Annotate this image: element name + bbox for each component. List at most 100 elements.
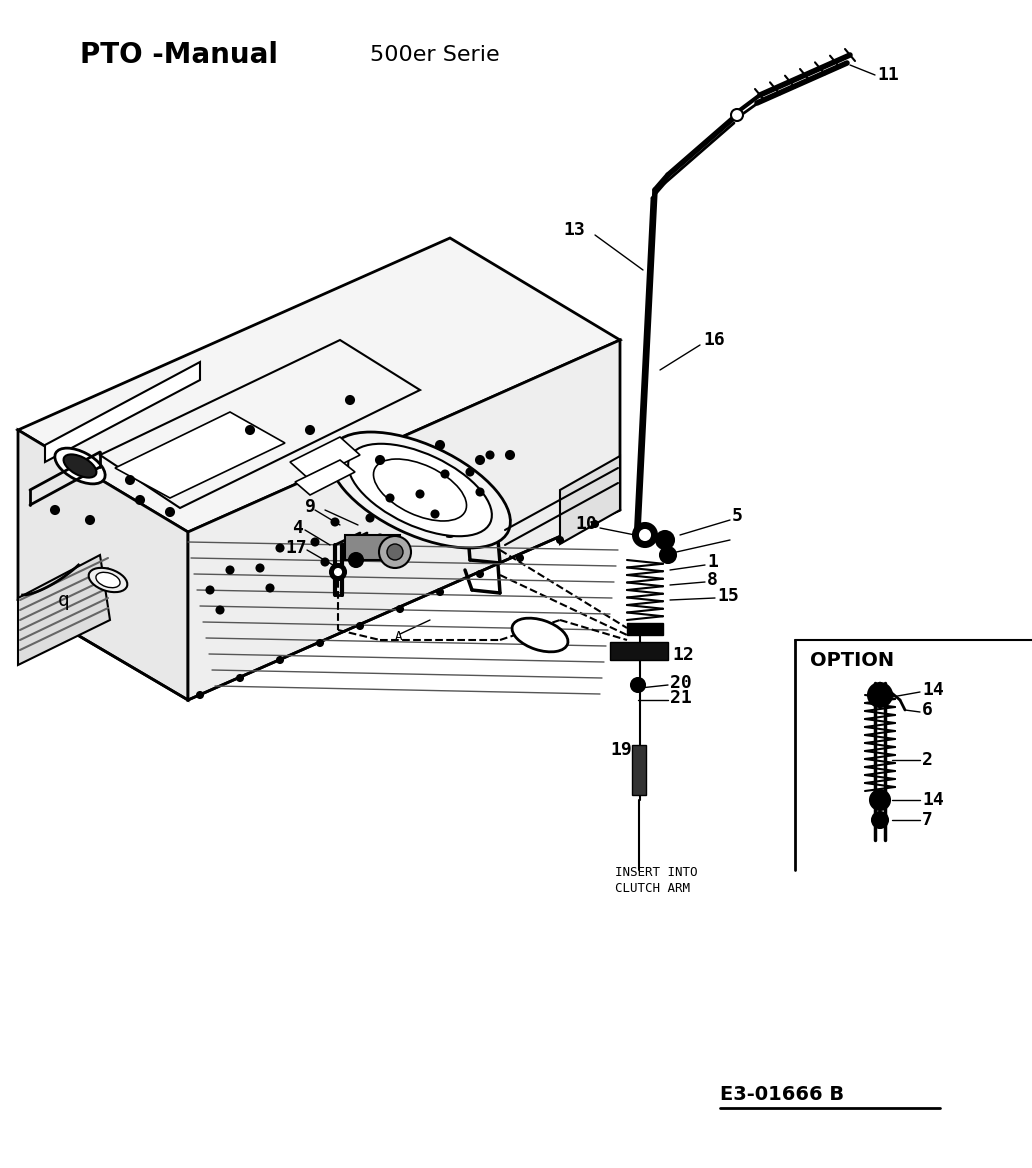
Circle shape xyxy=(246,426,254,434)
Circle shape xyxy=(197,691,203,698)
Text: 18: 18 xyxy=(455,489,477,507)
Text: A: A xyxy=(395,631,402,644)
Bar xyxy=(610,642,668,660)
Circle shape xyxy=(870,790,890,809)
Text: INSERT INTO: INSERT INTO xyxy=(615,867,698,880)
Circle shape xyxy=(660,547,676,563)
Polygon shape xyxy=(18,238,620,531)
Text: PTO -Manual: PTO -Manual xyxy=(80,41,278,69)
Text: 15: 15 xyxy=(717,588,739,605)
Circle shape xyxy=(379,536,411,568)
Polygon shape xyxy=(295,460,355,495)
Ellipse shape xyxy=(64,454,96,478)
Circle shape xyxy=(631,677,645,691)
Ellipse shape xyxy=(329,432,511,548)
Text: E3-01666 B: E3-01666 B xyxy=(720,1085,844,1105)
Polygon shape xyxy=(188,340,620,700)
Circle shape xyxy=(346,396,354,404)
Text: 3: 3 xyxy=(445,524,456,542)
Polygon shape xyxy=(100,340,420,508)
Circle shape xyxy=(506,451,514,459)
Polygon shape xyxy=(18,430,188,700)
Text: 17: 17 xyxy=(285,538,307,557)
Circle shape xyxy=(126,477,134,484)
Circle shape xyxy=(376,456,384,464)
Circle shape xyxy=(206,586,214,593)
Circle shape xyxy=(417,491,423,498)
Circle shape xyxy=(277,544,284,551)
Polygon shape xyxy=(115,412,285,498)
Circle shape xyxy=(592,521,598,527)
Text: 12: 12 xyxy=(672,646,694,663)
Text: 14: 14 xyxy=(922,681,943,698)
Text: 9: 9 xyxy=(305,498,316,516)
Circle shape xyxy=(640,530,650,540)
Circle shape xyxy=(477,571,483,577)
Circle shape xyxy=(477,488,484,495)
Circle shape xyxy=(437,589,443,595)
Circle shape xyxy=(166,508,174,516)
Circle shape xyxy=(387,494,393,501)
Text: CLUTCH ARM: CLUTCH ARM xyxy=(615,882,690,895)
Circle shape xyxy=(486,452,493,459)
Text: OPTION: OPTION xyxy=(810,651,894,669)
Ellipse shape xyxy=(512,618,568,652)
Text: 2: 2 xyxy=(922,751,933,769)
Circle shape xyxy=(217,606,224,613)
Circle shape xyxy=(307,426,314,434)
Text: 16: 16 xyxy=(703,331,724,349)
Circle shape xyxy=(872,812,888,828)
Circle shape xyxy=(868,683,892,707)
Bar xyxy=(345,535,400,559)
Circle shape xyxy=(557,537,563,543)
Text: 20: 20 xyxy=(670,674,691,691)
Text: 7: 7 xyxy=(922,811,933,829)
Circle shape xyxy=(257,564,263,571)
Text: 10: 10 xyxy=(575,515,596,533)
Circle shape xyxy=(331,519,338,526)
Polygon shape xyxy=(18,555,110,665)
Circle shape xyxy=(366,514,374,521)
Circle shape xyxy=(322,558,328,565)
Bar xyxy=(627,623,663,635)
Polygon shape xyxy=(45,362,200,463)
Circle shape xyxy=(431,510,439,517)
Circle shape xyxy=(51,506,59,514)
Ellipse shape xyxy=(55,449,105,484)
Circle shape xyxy=(517,555,523,561)
Circle shape xyxy=(442,471,449,478)
Text: 5: 5 xyxy=(732,507,743,524)
Circle shape xyxy=(476,456,484,464)
Circle shape xyxy=(377,535,384,542)
Circle shape xyxy=(330,564,346,580)
Text: 13: 13 xyxy=(563,221,585,239)
Text: 21: 21 xyxy=(670,689,691,707)
Circle shape xyxy=(633,523,657,547)
Circle shape xyxy=(86,516,94,524)
Bar xyxy=(632,745,646,795)
Circle shape xyxy=(349,552,363,566)
Circle shape xyxy=(731,109,743,121)
Text: 500er Serie: 500er Serie xyxy=(370,46,499,65)
Ellipse shape xyxy=(89,568,127,592)
Text: 4: 4 xyxy=(292,519,302,537)
Circle shape xyxy=(656,531,674,549)
Circle shape xyxy=(387,544,404,559)
Polygon shape xyxy=(560,456,620,544)
Text: 19: 19 xyxy=(610,741,632,759)
Text: 6: 6 xyxy=(922,701,933,719)
Circle shape xyxy=(226,566,233,573)
Circle shape xyxy=(237,675,243,681)
Text: 14: 14 xyxy=(922,791,943,809)
Ellipse shape xyxy=(348,444,492,536)
Circle shape xyxy=(397,606,404,612)
Polygon shape xyxy=(290,437,360,480)
Ellipse shape xyxy=(374,459,466,521)
Text: 8: 8 xyxy=(707,571,718,589)
Circle shape xyxy=(266,584,273,591)
Ellipse shape xyxy=(96,572,120,588)
Text: 1: 1 xyxy=(707,552,718,571)
Circle shape xyxy=(277,656,283,663)
Circle shape xyxy=(136,496,144,505)
Circle shape xyxy=(335,569,341,575)
